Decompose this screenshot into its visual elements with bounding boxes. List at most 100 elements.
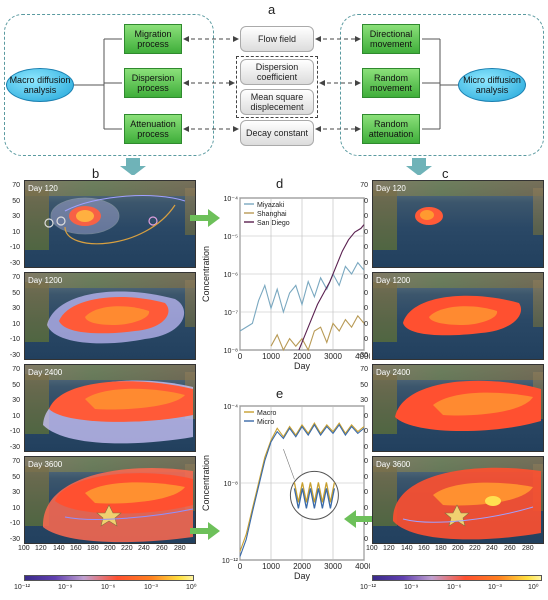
- decay-constant-box: Decay constant: [240, 120, 314, 146]
- random-movement-box: Random movement: [362, 68, 420, 98]
- macro-map-day-3600: Day 3600: [24, 456, 196, 544]
- zoom-series-line: [293, 482, 336, 503]
- attenuation-process-box: Attenuation process: [124, 114, 182, 144]
- map-y-tick: 70: [12, 274, 20, 281]
- map-y-tick: 70: [360, 182, 368, 189]
- panel-label-d: d: [276, 176, 284, 191]
- day-label: Day 120: [376, 184, 406, 193]
- micro-map-day-120: Day 120: [372, 180, 544, 268]
- macro-map-day-2400: Day 2400: [24, 364, 196, 452]
- macro-map-day-120: Day 120: [24, 180, 196, 268]
- panel-label-b: b: [92, 166, 100, 181]
- macro-colorbar-ticks: 10⁻¹² 10⁻⁹ 10⁻⁶ 10⁻³ 10⁰: [14, 584, 197, 591]
- micro-map-day-2400: Day 2400: [372, 364, 544, 452]
- map-y-tick: -10: [9, 520, 20, 527]
- day-label: Day 120: [28, 184, 58, 193]
- x-tick-label: 4000: [355, 352, 370, 361]
- directional-movement-box: Directional movement: [362, 24, 420, 54]
- macro-colorbar: [24, 575, 194, 581]
- map-y-tick: 70: [12, 366, 20, 373]
- map-y-tick: 50: [360, 381, 368, 389]
- map-y-tick: 10: [12, 504, 20, 512]
- concentration-chart-e: 0 1000 2000 3000 4000 10⁻⁴ 10⁻⁸ 10⁻¹² Day Concent…: [201, 404, 370, 581]
- x-tick-label: 1000: [262, 562, 280, 571]
- map-y-tick: 10: [12, 228, 20, 236]
- mean-square-displacement-box: Mean square displecement: [240, 89, 314, 115]
- map-y-tick: 70: [12, 458, 20, 465]
- y-tick-label: 10⁻⁸: [224, 481, 238, 488]
- day-label: Day 3600: [28, 460, 63, 469]
- zoom-series-line: [293, 488, 336, 509]
- x-axis-label: Day: [294, 361, 311, 371]
- flow-field-box: Flow field: [240, 26, 314, 52]
- map-y-tick: 30: [12, 397, 20, 404]
- micro-map-day-1200: Day 1200: [372, 272, 544, 360]
- panel-label-c: c: [442, 166, 449, 181]
- diagram-connectors: [74, 36, 458, 175]
- y-tick-label: 10⁻⁴: [224, 196, 239, 203]
- y-axis-label: Concentration: [201, 246, 211, 302]
- arrow-c-to-e: [344, 510, 372, 528]
- x-tick-label: 0: [238, 352, 243, 361]
- concentration-chart-d: 0 1000 2000 3000 4000 10⁻⁴ 10⁻⁵ 10⁻⁶ 10⁻⁷ 10⁻⁸ Day…: [201, 196, 370, 371]
- map-y-tick: 70: [360, 366, 368, 373]
- map-y-tick: -30: [357, 351, 368, 359]
- series-line-shanghai: [270, 314, 365, 352]
- series-line-san-diego: [298, 224, 365, 351]
- map-y-tick: -10: [9, 428, 20, 435]
- arrow-b-to-d: [190, 209, 220, 227]
- day-label: Day 1200: [28, 276, 63, 285]
- micro-colorbar: [372, 575, 542, 581]
- day-label: Day 2400: [376, 368, 411, 377]
- random-attenuation-box: Random attenuation: [362, 114, 420, 144]
- x-tick-label: 2000: [293, 562, 311, 571]
- y-tick-label: 10⁻¹²: [222, 558, 239, 565]
- map-y-tick: 50: [12, 381, 20, 389]
- y-tick-label: 10⁻⁷: [224, 310, 238, 317]
- x-tick-label: 3000: [324, 562, 342, 571]
- x-tick-label: 4000: [355, 562, 370, 571]
- x-tick-label: 3000: [324, 352, 342, 361]
- panel-label-e: e: [276, 386, 284, 401]
- macro-map-x-axis: 100 120 140 160 180 200 220 240 260 280: [18, 545, 186, 552]
- series-line-macro: [239, 422, 365, 552]
- y-tick-label: 10⁻⁸: [224, 348, 238, 355]
- x-axis-label: Day: [294, 571, 311, 581]
- map-y-tick: 30: [12, 489, 20, 496]
- map-y-tick: -30: [9, 535, 20, 543]
- legend-label: Micro: [257, 419, 274, 426]
- micro-diffusion-analysis: Micro diffusion analysis: [458, 68, 526, 102]
- legend-label: Shanghai: [257, 211, 287, 218]
- map-y-tick: 50: [12, 473, 20, 481]
- series-line-micro: [239, 423, 365, 557]
- map-y-tick: 70: [12, 182, 20, 189]
- y-tick-label: 10⁻⁶: [224, 272, 238, 279]
- micro-colorbar-ticks: 10⁻¹² 10⁻⁹ 10⁻⁶ 10⁻³ 10⁰: [360, 584, 539, 591]
- map-y-tick: 30: [360, 397, 368, 404]
- day-label: Day 3600: [376, 460, 411, 469]
- legend-label: Macro: [257, 410, 277, 417]
- map-y-tick: 50: [12, 289, 20, 297]
- arrow-b-to-e: [190, 522, 220, 540]
- day-label: Day 2400: [28, 368, 63, 377]
- y-tick-label: 10⁻⁵: [224, 234, 238, 241]
- migration-process-box: Migration process: [124, 24, 182, 54]
- map-y-tick: 50: [12, 197, 20, 205]
- map-y-tick: -30: [9, 443, 20, 451]
- map-y-tick: -10: [9, 244, 20, 251]
- series-line-miyazaki: [239, 261, 365, 332]
- x-tick-label: 0: [238, 562, 243, 571]
- panel-label-a: a: [268, 2, 276, 17]
- x-tick-label: 2000: [293, 352, 311, 361]
- dispersion-terms-group: [236, 56, 318, 118]
- map-y-tick: -10: [9, 336, 20, 343]
- map-y-tick: 30: [12, 305, 20, 312]
- dispersion-process-box: Dispersion process: [124, 68, 182, 98]
- day-label: Day 1200: [376, 276, 411, 285]
- map-y-tick: -30: [9, 259, 20, 267]
- map-y-tick: 30: [12, 213, 20, 220]
- micro-map-x-axis: 100 120 140 160 180 200 220 240 260 280: [366, 545, 534, 552]
- macro-map-day-1200: Day 1200: [24, 272, 196, 360]
- map-y-tick: -30: [9, 351, 20, 359]
- legend-label: Miyazaki: [257, 202, 285, 209]
